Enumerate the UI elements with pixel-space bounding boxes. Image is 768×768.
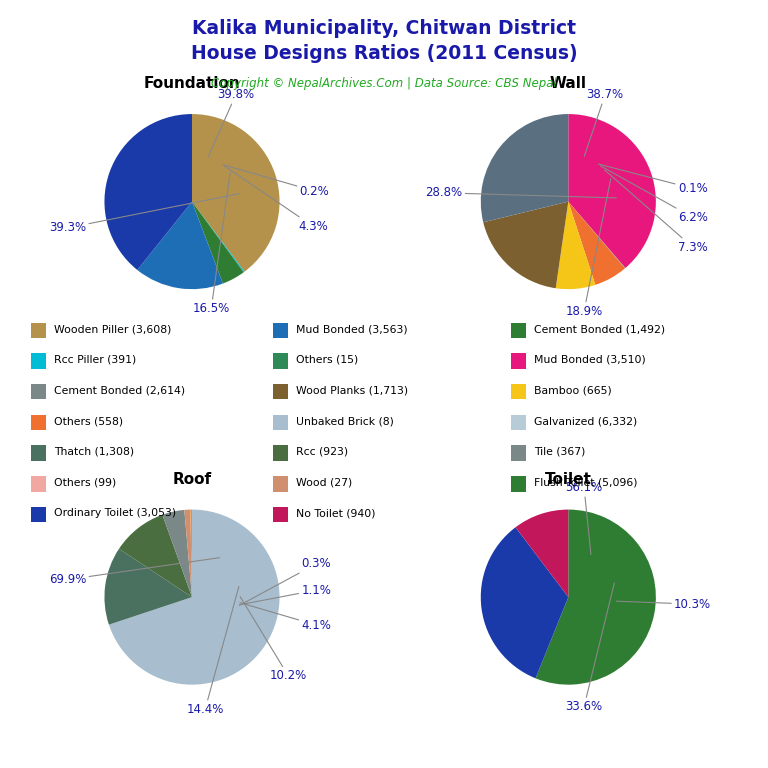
Wedge shape <box>568 114 656 268</box>
Title: Toilet: Toilet <box>545 472 592 486</box>
Wedge shape <box>192 202 244 273</box>
Text: 1.1%: 1.1% <box>240 584 331 604</box>
Text: 4.3%: 4.3% <box>224 166 328 233</box>
Text: 69.9%: 69.9% <box>49 558 220 586</box>
Text: Cement Bonded (2,614): Cement Bonded (2,614) <box>54 386 185 396</box>
Text: Rcc Piller (391): Rcc Piller (391) <box>54 355 136 365</box>
Wedge shape <box>481 528 568 678</box>
Wedge shape <box>483 202 568 288</box>
Text: 33.6%: 33.6% <box>565 583 614 713</box>
Text: Wooden Piller (3,608): Wooden Piller (3,608) <box>54 324 171 334</box>
Text: 7.3%: 7.3% <box>604 170 707 253</box>
Text: Bamboo (665): Bamboo (665) <box>534 386 611 396</box>
Wedge shape <box>535 510 656 684</box>
Text: Ordinary Toilet (3,053): Ordinary Toilet (3,053) <box>54 508 176 518</box>
Text: 0.3%: 0.3% <box>240 558 331 605</box>
Wedge shape <box>192 114 280 272</box>
Title: Foundation: Foundation <box>144 76 240 91</box>
Wedge shape <box>568 202 625 285</box>
Wedge shape <box>184 510 192 598</box>
Text: 39.3%: 39.3% <box>49 194 240 234</box>
Text: Thatch (1,308): Thatch (1,308) <box>54 447 134 457</box>
Text: 0.2%: 0.2% <box>223 164 329 197</box>
Text: Tile (367): Tile (367) <box>534 447 585 457</box>
Text: Rcc (923): Rcc (923) <box>296 447 348 457</box>
Text: 28.8%: 28.8% <box>425 187 617 200</box>
Text: 18.9%: 18.9% <box>565 179 611 317</box>
Wedge shape <box>137 202 223 289</box>
Wedge shape <box>109 510 280 684</box>
Text: No Toilet (940): No Toilet (940) <box>296 508 376 518</box>
Text: Kalika Municipality, Chitwan District
House Designs Ratios (2011 Census): Kalika Municipality, Chitwan District Ho… <box>190 19 578 63</box>
Wedge shape <box>162 510 192 598</box>
Text: 14.4%: 14.4% <box>187 587 239 716</box>
Text: 10.2%: 10.2% <box>240 597 307 683</box>
Wedge shape <box>556 202 595 289</box>
Wedge shape <box>568 202 625 268</box>
Text: Flush Toilet (5,096): Flush Toilet (5,096) <box>534 478 637 488</box>
Text: 6.2%: 6.2% <box>601 166 707 223</box>
Text: Copyright © NepalArchives.Com | Data Source: CBS Nepal: Copyright © NepalArchives.Com | Data Sou… <box>211 77 557 90</box>
Text: 16.5%: 16.5% <box>193 172 230 315</box>
Text: 39.8%: 39.8% <box>208 88 254 157</box>
Text: Unbaked Brick (8): Unbaked Brick (8) <box>296 416 393 426</box>
Text: Galvanized (6,332): Galvanized (6,332) <box>534 416 637 426</box>
Text: Wood Planks (1,713): Wood Planks (1,713) <box>296 386 408 396</box>
Text: 0.1%: 0.1% <box>598 164 707 195</box>
Title: Roof: Roof <box>173 472 211 486</box>
Wedge shape <box>104 549 192 624</box>
Title: Wall: Wall <box>550 76 587 91</box>
Text: Wood (27): Wood (27) <box>296 478 352 488</box>
Text: Cement Bonded (1,492): Cement Bonded (1,492) <box>534 324 665 334</box>
Text: Others (558): Others (558) <box>54 416 123 426</box>
Wedge shape <box>481 114 568 222</box>
Text: Others (99): Others (99) <box>54 478 116 488</box>
Wedge shape <box>119 515 192 598</box>
Wedge shape <box>515 510 568 598</box>
Wedge shape <box>190 510 192 598</box>
Text: 38.7%: 38.7% <box>584 88 624 156</box>
Wedge shape <box>192 202 243 283</box>
Text: Mud Bonded (3,510): Mud Bonded (3,510) <box>534 355 646 365</box>
Text: Others (15): Others (15) <box>296 355 358 365</box>
Text: 56.1%: 56.1% <box>565 482 603 554</box>
Wedge shape <box>104 114 192 270</box>
Text: 4.1%: 4.1% <box>240 603 331 631</box>
Text: 10.3%: 10.3% <box>616 598 711 611</box>
Text: Mud Bonded (3,563): Mud Bonded (3,563) <box>296 324 407 334</box>
